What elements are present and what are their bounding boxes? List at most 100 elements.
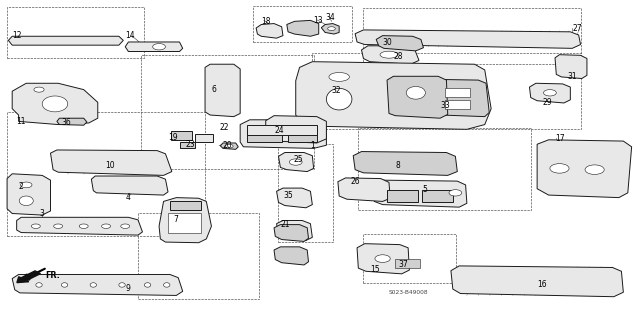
Polygon shape bbox=[296, 62, 491, 129]
Polygon shape bbox=[159, 197, 211, 243]
Bar bbox=[179, 142, 195, 148]
Bar bbox=[387, 190, 418, 202]
Polygon shape bbox=[372, 180, 467, 207]
Text: 9: 9 bbox=[125, 284, 130, 293]
Text: 6: 6 bbox=[211, 85, 216, 94]
Circle shape bbox=[375, 255, 390, 263]
Polygon shape bbox=[266, 116, 326, 143]
Bar bbox=[312, 53, 580, 129]
Text: 31: 31 bbox=[568, 72, 577, 81]
Circle shape bbox=[31, 224, 40, 228]
Text: 12: 12 bbox=[12, 31, 22, 40]
Text: 19: 19 bbox=[169, 133, 179, 142]
Text: 18: 18 bbox=[261, 17, 271, 26]
Text: 16: 16 bbox=[537, 280, 547, 289]
Text: 4: 4 bbox=[125, 193, 130, 202]
Polygon shape bbox=[338, 178, 390, 201]
Polygon shape bbox=[276, 188, 312, 208]
Text: 20: 20 bbox=[223, 141, 232, 150]
Text: 21: 21 bbox=[280, 220, 290, 229]
Circle shape bbox=[328, 27, 335, 31]
Bar bbox=[364, 8, 580, 64]
Text: 27: 27 bbox=[572, 24, 582, 33]
Ellipse shape bbox=[145, 283, 151, 287]
Polygon shape bbox=[537, 140, 632, 197]
Ellipse shape bbox=[406, 86, 426, 99]
Polygon shape bbox=[205, 64, 240, 117]
Text: 24: 24 bbox=[274, 126, 284, 135]
Ellipse shape bbox=[119, 283, 125, 287]
Polygon shape bbox=[555, 55, 587, 78]
Bar bbox=[138, 213, 259, 299]
Bar bbox=[396, 259, 420, 268]
FancyArrow shape bbox=[17, 271, 40, 283]
Text: 25: 25 bbox=[293, 155, 303, 164]
Text: 23: 23 bbox=[186, 140, 195, 149]
Text: 33: 33 bbox=[440, 101, 450, 110]
Text: 7: 7 bbox=[173, 215, 178, 224]
Text: 10: 10 bbox=[105, 161, 115, 170]
Polygon shape bbox=[274, 247, 308, 265]
Circle shape bbox=[79, 224, 88, 228]
Text: 29: 29 bbox=[542, 98, 552, 107]
Polygon shape bbox=[362, 46, 419, 64]
Bar bbox=[445, 100, 470, 109]
Bar bbox=[195, 134, 213, 142]
Polygon shape bbox=[51, 150, 172, 175]
Polygon shape bbox=[321, 24, 339, 34]
Polygon shape bbox=[92, 176, 168, 195]
Bar bbox=[7, 112, 205, 236]
Polygon shape bbox=[256, 24, 283, 38]
Polygon shape bbox=[12, 274, 182, 295]
Bar bbox=[170, 201, 200, 210]
Bar bbox=[288, 129, 317, 142]
Polygon shape bbox=[357, 244, 410, 274]
Bar bbox=[168, 212, 201, 233]
Bar bbox=[246, 129, 282, 142]
Circle shape bbox=[102, 224, 111, 228]
Circle shape bbox=[121, 224, 130, 228]
Text: 36: 36 bbox=[61, 117, 71, 127]
Text: 30: 30 bbox=[383, 38, 392, 47]
Ellipse shape bbox=[90, 283, 97, 287]
Circle shape bbox=[585, 165, 604, 174]
Text: 8: 8 bbox=[396, 161, 400, 170]
Polygon shape bbox=[276, 220, 312, 241]
Text: 14: 14 bbox=[125, 31, 135, 40]
Text: 2: 2 bbox=[19, 182, 23, 191]
Bar bbox=[246, 125, 317, 135]
Bar bbox=[364, 234, 456, 283]
Polygon shape bbox=[240, 120, 326, 148]
Polygon shape bbox=[17, 217, 143, 235]
Ellipse shape bbox=[19, 196, 33, 205]
Circle shape bbox=[54, 224, 63, 228]
Text: 28: 28 bbox=[394, 52, 403, 61]
Polygon shape bbox=[529, 83, 570, 103]
Bar bbox=[253, 6, 352, 42]
Ellipse shape bbox=[42, 96, 68, 112]
Text: 5: 5 bbox=[422, 185, 427, 194]
Polygon shape bbox=[8, 36, 124, 45]
Ellipse shape bbox=[329, 72, 349, 81]
Circle shape bbox=[34, 87, 44, 92]
Text: 22: 22 bbox=[220, 123, 229, 132]
Text: S023-B49008: S023-B49008 bbox=[388, 290, 428, 295]
Ellipse shape bbox=[61, 283, 68, 287]
Polygon shape bbox=[376, 36, 424, 51]
Text: 15: 15 bbox=[370, 264, 380, 274]
Text: 37: 37 bbox=[398, 260, 408, 269]
Circle shape bbox=[225, 144, 233, 148]
Polygon shape bbox=[220, 143, 238, 149]
Bar bbox=[358, 128, 531, 210]
Polygon shape bbox=[435, 79, 489, 117]
Ellipse shape bbox=[20, 182, 32, 188]
Text: 34: 34 bbox=[325, 13, 335, 22]
Bar bbox=[445, 88, 470, 97]
Polygon shape bbox=[355, 30, 580, 48]
Polygon shape bbox=[12, 83, 98, 124]
Text: 26: 26 bbox=[351, 177, 360, 186]
Text: 13: 13 bbox=[314, 16, 323, 25]
Circle shape bbox=[153, 44, 166, 50]
Polygon shape bbox=[274, 225, 308, 241]
Text: 1: 1 bbox=[310, 141, 315, 150]
